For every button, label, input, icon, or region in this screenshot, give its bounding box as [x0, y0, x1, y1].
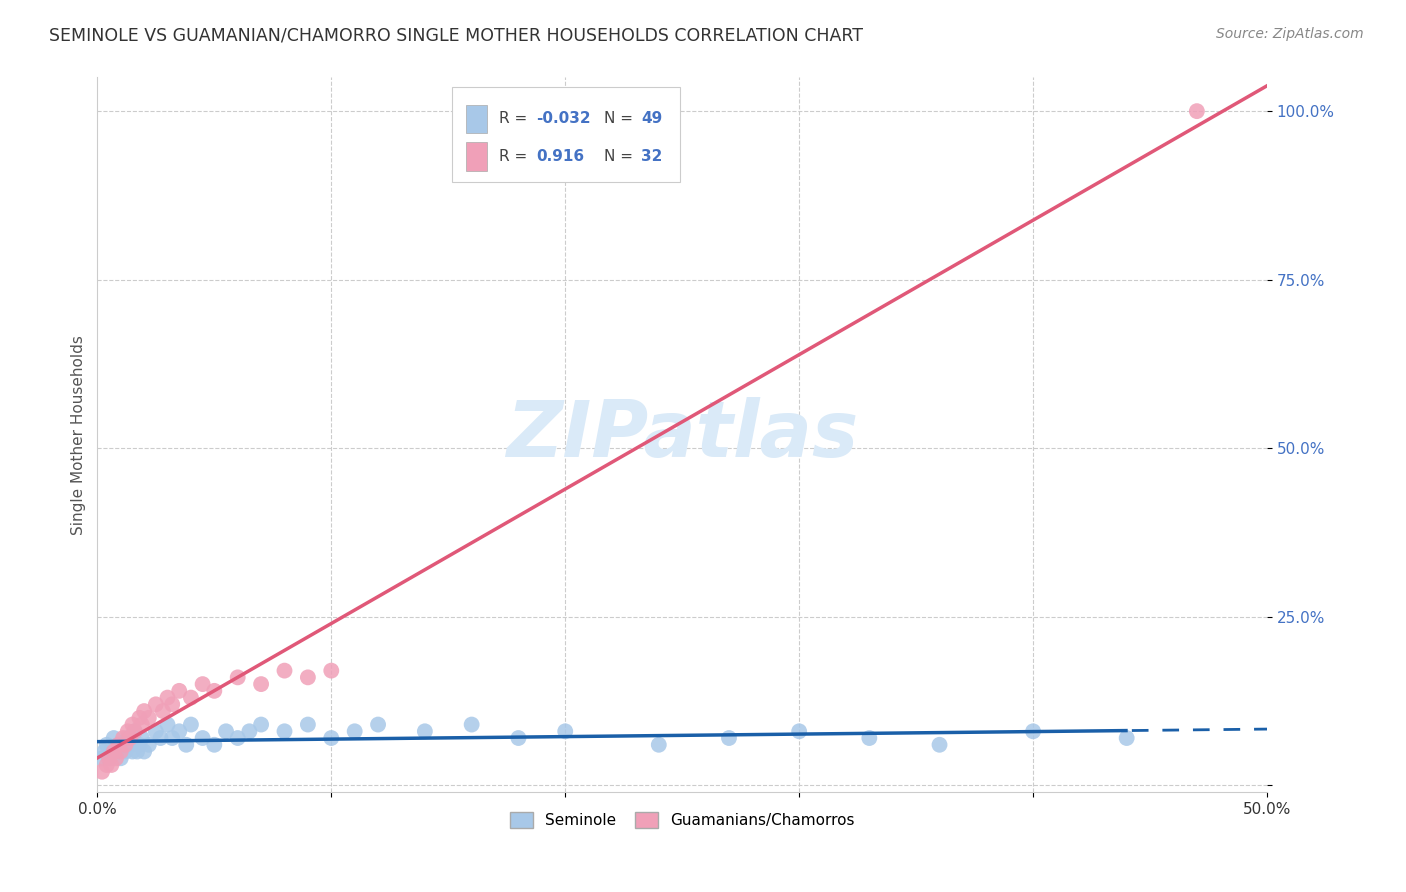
- Point: [100, 758, 122, 772]
- Point: [250, 717, 273, 731]
- Point: [96, 738, 118, 752]
- Text: 0.916: 0.916: [536, 149, 583, 164]
- Point: [152, 704, 174, 718]
- Point: [321, 664, 343, 678]
- Point: [96, 758, 118, 772]
- FancyBboxPatch shape: [465, 142, 486, 170]
- Point: [180, 717, 202, 731]
- Point: [1022, 724, 1045, 739]
- Point: [134, 704, 156, 718]
- Point: [117, 724, 139, 739]
- Point: [103, 745, 125, 759]
- Point: [156, 717, 179, 731]
- Point: [128, 711, 150, 725]
- Point: [98, 751, 121, 765]
- Point: [858, 731, 880, 745]
- Point: [273, 664, 295, 678]
- Text: -0.032: -0.032: [536, 112, 591, 127]
- Point: [191, 731, 214, 745]
- Point: [787, 724, 810, 739]
- Text: ZIPatlas: ZIPatlas: [506, 397, 858, 473]
- Point: [91, 764, 114, 779]
- Point: [110, 745, 132, 759]
- Point: [149, 731, 172, 745]
- Point: [367, 717, 389, 731]
- Y-axis label: Single Mother Households: Single Mother Households: [72, 334, 86, 534]
- Point: [100, 745, 122, 759]
- Point: [202, 683, 225, 698]
- Point: [138, 711, 160, 725]
- Point: [297, 670, 319, 684]
- Point: [103, 731, 125, 745]
- Point: [167, 724, 190, 739]
- FancyBboxPatch shape: [451, 87, 681, 183]
- Point: [648, 738, 671, 752]
- Point: [1115, 731, 1137, 745]
- Point: [134, 745, 156, 759]
- Point: [112, 731, 135, 745]
- Point: [114, 738, 136, 752]
- Point: [160, 731, 183, 745]
- Point: [1185, 104, 1208, 119]
- Text: N =: N =: [603, 112, 638, 127]
- Point: [226, 731, 249, 745]
- Point: [297, 717, 319, 731]
- Point: [460, 717, 482, 731]
- Text: N =: N =: [603, 149, 638, 164]
- Point: [202, 738, 225, 752]
- Point: [110, 751, 132, 765]
- Point: [107, 738, 129, 752]
- Point: [508, 731, 530, 745]
- Point: [226, 670, 249, 684]
- Point: [131, 731, 153, 745]
- Point: [191, 677, 214, 691]
- Point: [98, 751, 121, 765]
- Point: [717, 731, 740, 745]
- Point: [93, 745, 115, 759]
- Text: Source: ZipAtlas.com: Source: ZipAtlas.com: [1216, 27, 1364, 41]
- Point: [114, 745, 136, 759]
- Text: 32: 32: [641, 149, 662, 164]
- Point: [121, 717, 143, 731]
- Point: [156, 690, 179, 705]
- Text: SEMINOLE VS GUAMANIAN/CHAMORRO SINGLE MOTHER HOUSEHOLDS CORRELATION CHART: SEMINOLE VS GUAMANIAN/CHAMORRO SINGLE MO…: [49, 27, 863, 45]
- Point: [554, 724, 576, 739]
- Point: [105, 745, 128, 759]
- Point: [413, 724, 436, 739]
- Point: [321, 731, 343, 745]
- Point: [127, 745, 149, 759]
- Point: [138, 738, 160, 752]
- Point: [105, 751, 128, 765]
- Point: [238, 724, 260, 739]
- Point: [124, 724, 146, 739]
- Text: R =: R =: [499, 112, 531, 127]
- Point: [91, 751, 114, 765]
- Point: [124, 724, 146, 739]
- Point: [120, 738, 142, 752]
- Point: [145, 724, 167, 739]
- Text: R =: R =: [499, 149, 537, 164]
- Point: [160, 698, 183, 712]
- Point: [928, 738, 950, 752]
- Point: [180, 690, 202, 705]
- Text: 49: 49: [641, 112, 662, 127]
- Point: [128, 738, 150, 752]
- Point: [167, 683, 190, 698]
- Legend: Seminole, Guamanians/Chamorros: Seminole, Guamanians/Chamorros: [503, 806, 860, 834]
- Point: [250, 677, 273, 691]
- Point: [120, 731, 142, 745]
- Point: [121, 745, 143, 759]
- Point: [117, 731, 139, 745]
- Point: [112, 738, 135, 752]
- Point: [145, 698, 167, 712]
- Point: [174, 738, 197, 752]
- Point: [107, 738, 129, 752]
- Point: [215, 724, 238, 739]
- Point: [343, 724, 366, 739]
- FancyBboxPatch shape: [465, 104, 486, 133]
- Point: [273, 724, 295, 739]
- Point: [131, 717, 153, 731]
